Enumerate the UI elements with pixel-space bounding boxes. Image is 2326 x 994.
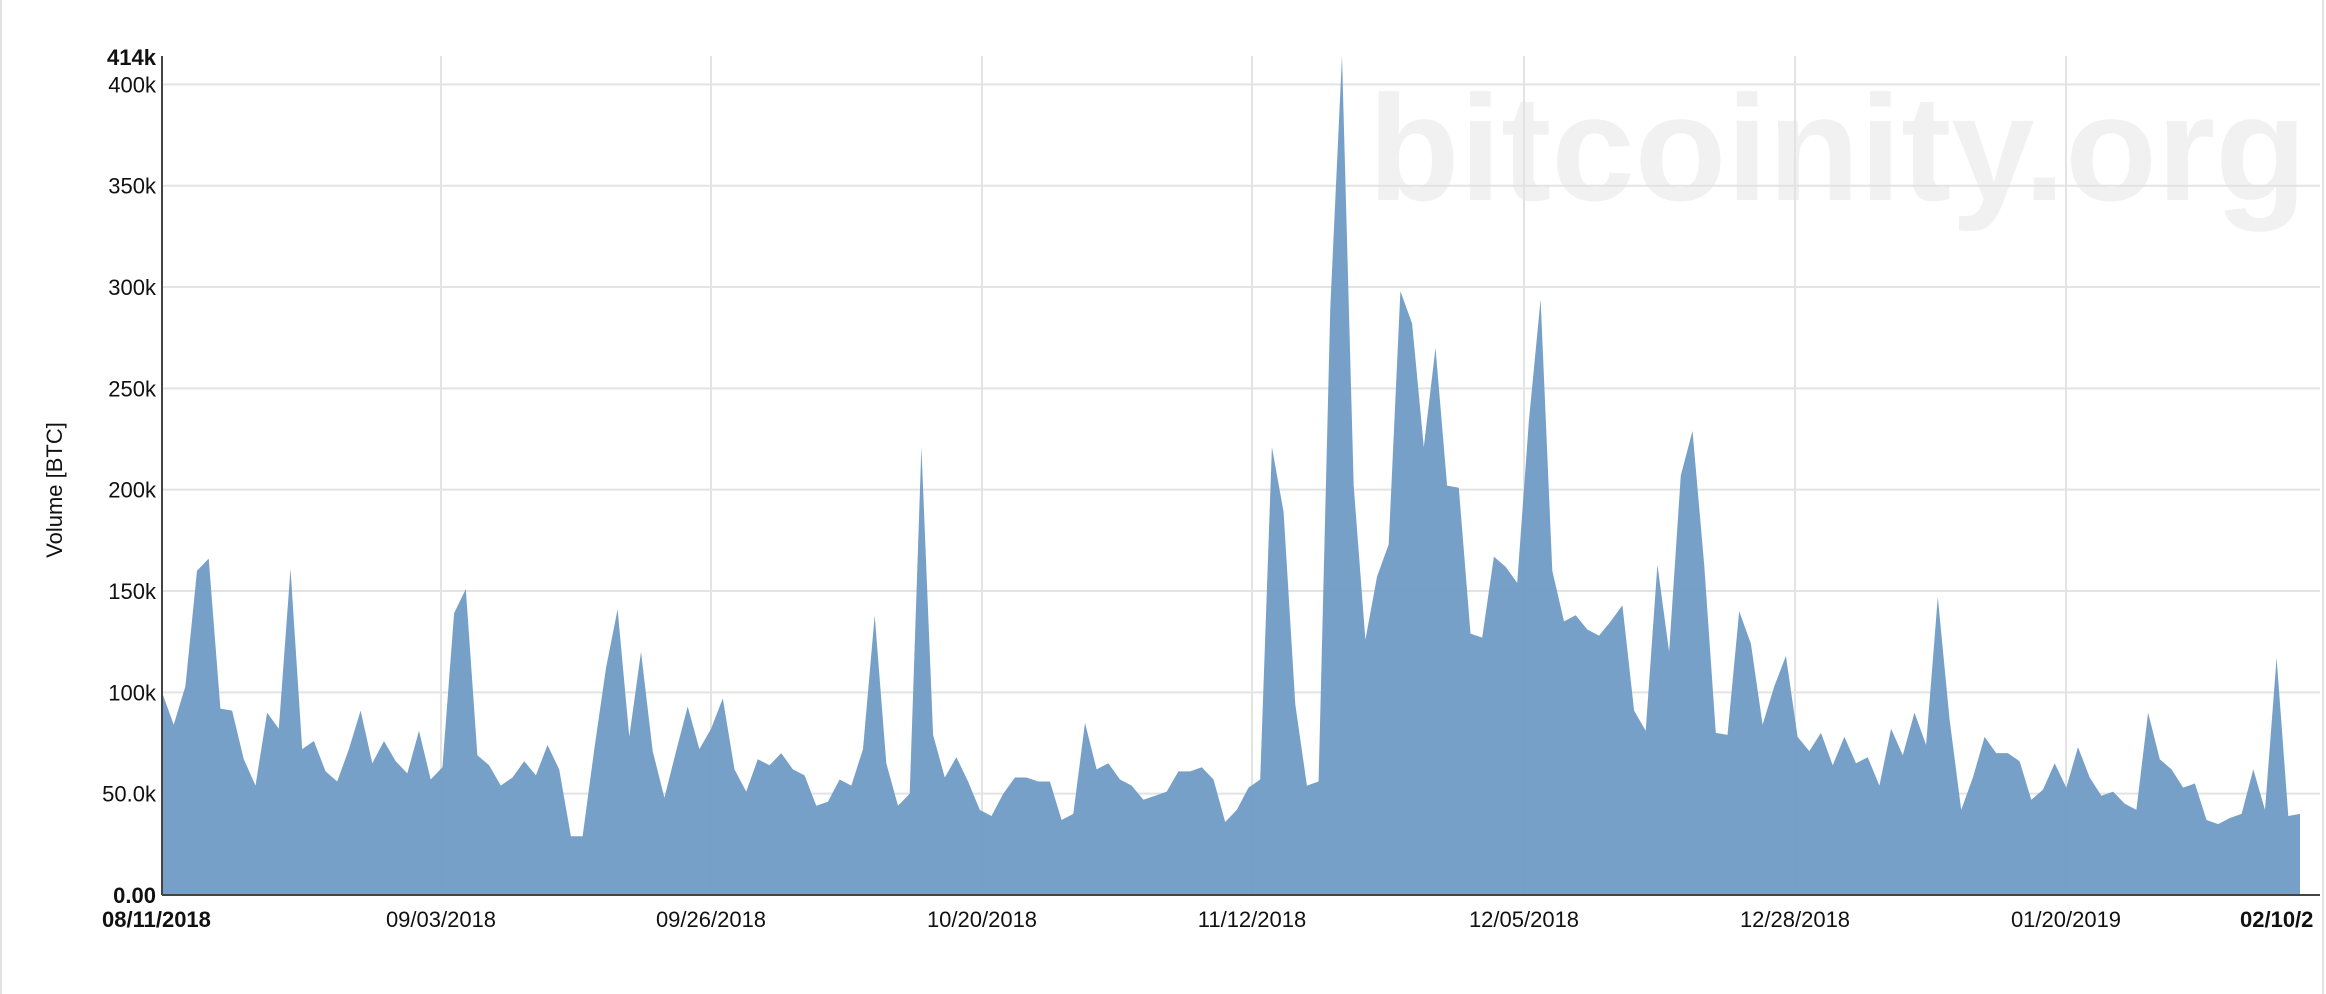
y-tick-label: 400k xyxy=(108,72,157,97)
x-tick-label: 10/20/2018 xyxy=(927,907,1037,932)
y-tick-label: 150k xyxy=(108,579,157,604)
x-tick-label: 12/28/2018 xyxy=(1740,907,1850,932)
x-tick-label: 11/12/2018 xyxy=(1198,907,1306,932)
x-tick-label: 09/03/2018 xyxy=(386,907,496,932)
y-tick-label: 50.0k xyxy=(102,782,157,807)
y-axis-label: Volume [BTC] xyxy=(42,422,67,558)
y-tick-label: 250k xyxy=(108,376,157,401)
y-tick-label: 300k xyxy=(108,275,157,300)
y-tick-label: 350k xyxy=(108,174,157,199)
x-tick-label: 09/26/2018 xyxy=(656,907,766,932)
y-tick-label: 200k xyxy=(108,478,157,503)
y-tick-label: 100k xyxy=(108,680,157,705)
volume-area xyxy=(162,56,2300,895)
y-max-label: 414k xyxy=(107,45,157,70)
x-tick-label: 01/20/2019 xyxy=(2011,907,2121,932)
x-tick-label: 02/10/2 xyxy=(2240,907,2313,932)
y-tick-label: 0.00 xyxy=(113,883,156,908)
x-tick-label: 12/05/2018 xyxy=(1469,907,1579,932)
x-tick-label: 08/11/2018 xyxy=(102,907,211,932)
watermark-logo: bitcoinity.org xyxy=(1368,64,2307,232)
